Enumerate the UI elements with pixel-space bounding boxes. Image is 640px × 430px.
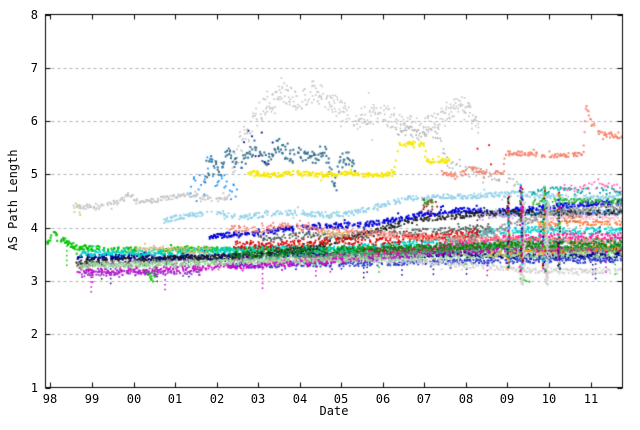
y-tick-label: 8 <box>30 8 38 22</box>
y-axis-title: AS Path Length <box>6 149 20 251</box>
x-tick-label: 99 <box>84 392 100 406</box>
y-tick-label: 7 <box>30 61 38 75</box>
x-tick-label: 02 <box>209 392 225 406</box>
x-tick-label: 98 <box>42 392 58 406</box>
x-tick-label: 10 <box>541 392 557 406</box>
y-tick-label: 2 <box>30 327 38 341</box>
x-tick-label: 00 <box>126 392 142 406</box>
x-tick-label: 03 <box>250 392 266 406</box>
x-tick-label: 06 <box>375 392 391 406</box>
x-tick-label: 01 <box>167 392 183 406</box>
x-tick-label: 09 <box>499 392 515 406</box>
y-tick-label: 6 <box>30 114 38 128</box>
y-tick-label: 3 <box>30 274 38 288</box>
x-axis-title: Date <box>319 404 349 418</box>
y-tick-label: 5 <box>30 167 38 181</box>
x-tick-label: 04 <box>292 392 308 406</box>
x-tick-label: 11 <box>583 392 599 406</box>
x-tick-label: 07 <box>416 392 432 406</box>
y-tick-label: 4 <box>30 221 38 235</box>
x-tick-label: 05 <box>333 392 349 406</box>
x-tick-label: 08 <box>458 392 474 406</box>
y-tick-label: 1 <box>30 381 38 395</box>
